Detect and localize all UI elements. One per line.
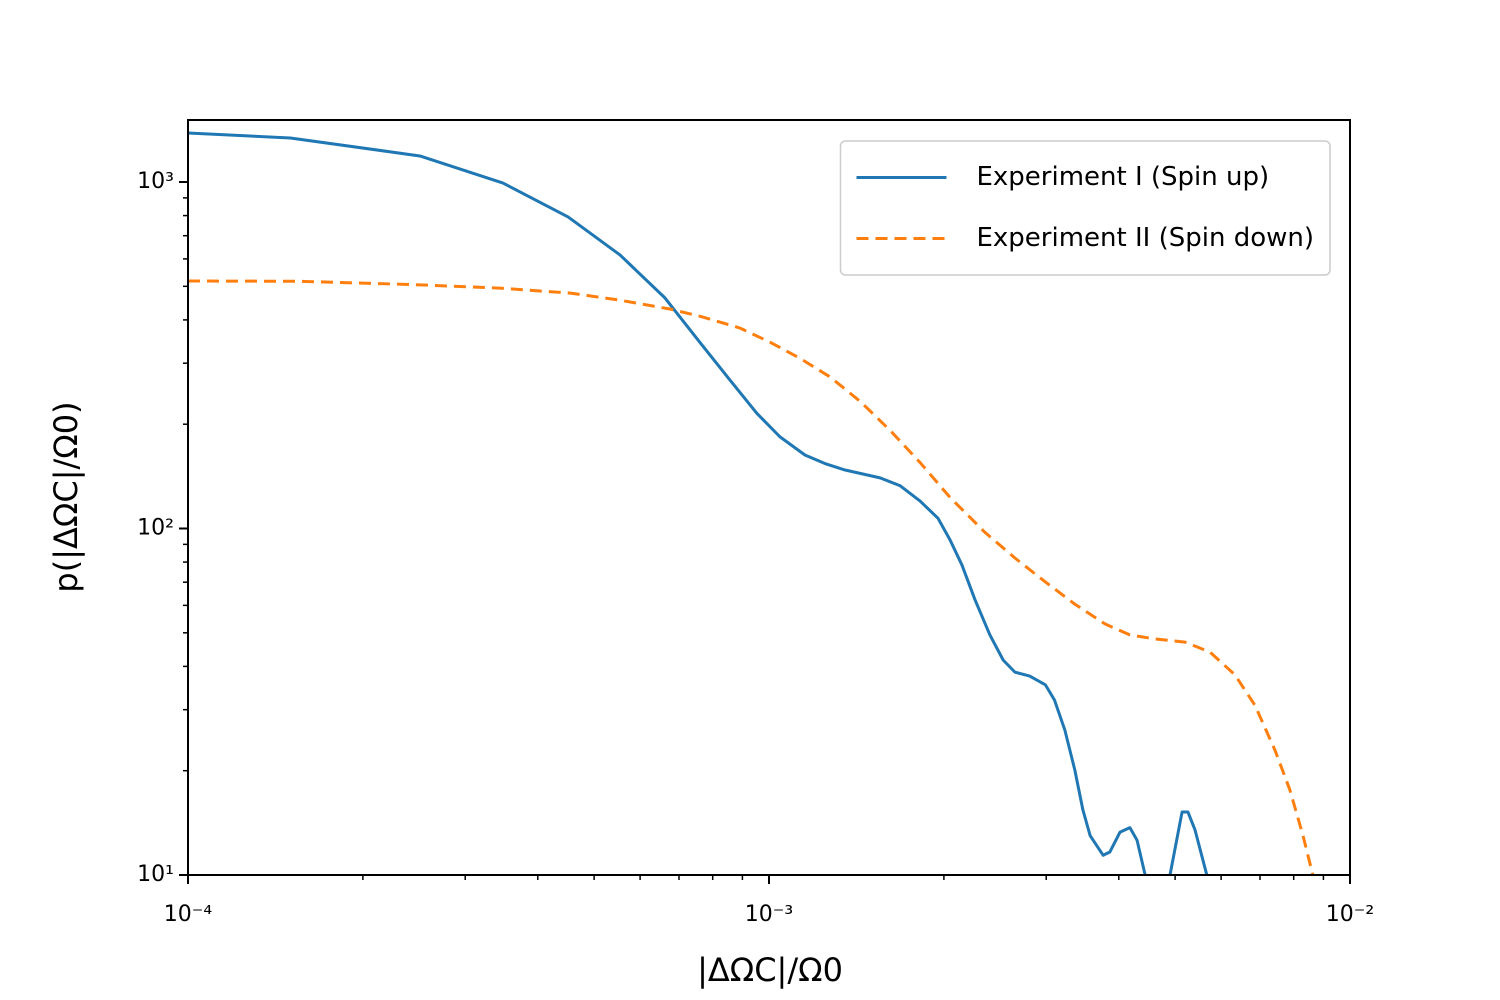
legend-text: Experiment I (Spin up) (976, 162, 1269, 192)
y-tick-label: 10³ (137, 169, 174, 194)
x-tick-label: 10⁻² (1326, 902, 1374, 927)
legend-box (839, 140, 1331, 276)
legend-text: Experiment II (Spin down) (976, 223, 1314, 253)
plot-lines (188, 131, 1315, 875)
y-tick-label: 10¹ (137, 862, 174, 887)
x-tick-label: 10⁻³ (745, 902, 793, 927)
legend: Experiment I (Spin up) Experiment II (Spi… (839, 140, 1331, 276)
y-tick-label: 10² (137, 516, 174, 541)
series-line (188, 131, 1209, 875)
x-tick-label: 10⁻⁴ (164, 902, 213, 927)
x-axis-label: |ΔΩC|/Ω0 (697, 951, 843, 989)
y-axis-label: p(|ΔΩC|/Ω0) (47, 401, 85, 592)
